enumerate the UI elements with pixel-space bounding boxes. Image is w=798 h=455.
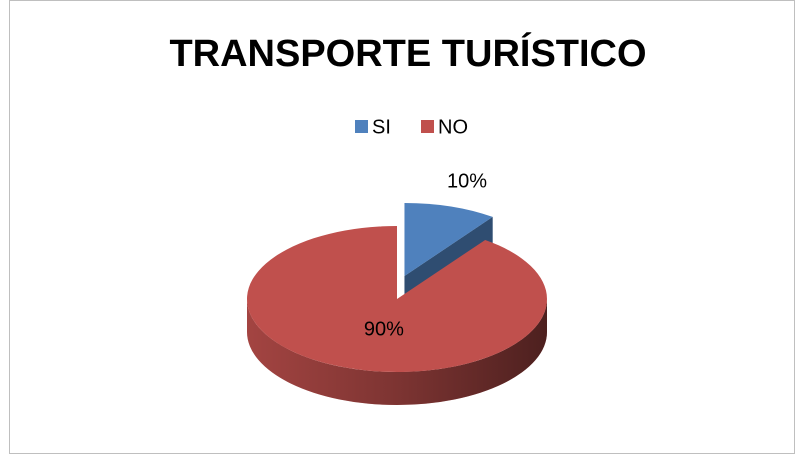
data-label: 10% [447,171,487,193]
slice-wall-shade [247,299,547,405]
pie-slice [247,226,547,405]
slice-top [404,202,493,276]
data-label: 90% [364,319,404,341]
legend-swatch [421,120,434,133]
slice-top [247,226,547,372]
legend-label: SI [372,116,391,138]
legend-label: NO [438,116,468,138]
pie: 10% 90% [247,171,547,405]
legend: SI NO [355,116,468,138]
chart-title: TRANSPORTE TURÍSTICO [169,31,646,75]
legend-swatch [355,120,368,133]
